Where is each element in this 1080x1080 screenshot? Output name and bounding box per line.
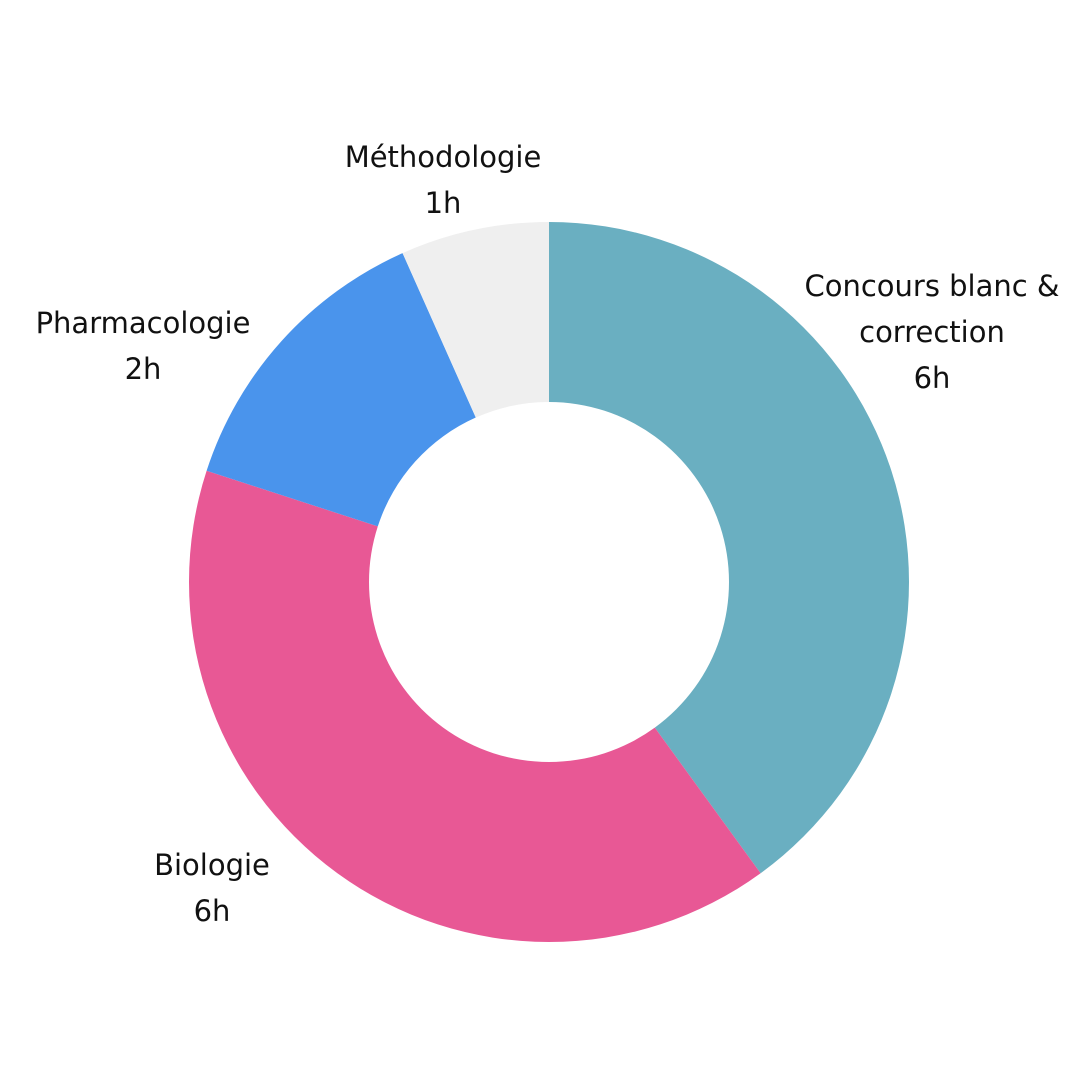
slice-label: Pharmacologie 2h xyxy=(3,300,283,392)
donut-slice xyxy=(549,222,909,874)
donut-slice xyxy=(206,253,476,527)
value-label: 1h xyxy=(424,186,462,220)
donut-slice xyxy=(402,222,549,418)
category-label: Concours blanc & correction xyxy=(804,269,1060,349)
category-label: Pharmacologie xyxy=(35,306,251,340)
value-label: 6h xyxy=(193,894,231,928)
slice-label: Concours blanc & correction 6h xyxy=(792,263,1072,401)
slice-label: Biologie 6h xyxy=(112,842,312,934)
slice-label: Méthodologie 1h xyxy=(303,134,583,226)
value-label: 6h xyxy=(913,361,951,395)
category-label: Biologie xyxy=(154,848,270,882)
value-label: 2h xyxy=(124,352,162,386)
category-label: Méthodologie xyxy=(344,140,542,174)
donut-slice xyxy=(189,470,761,943)
